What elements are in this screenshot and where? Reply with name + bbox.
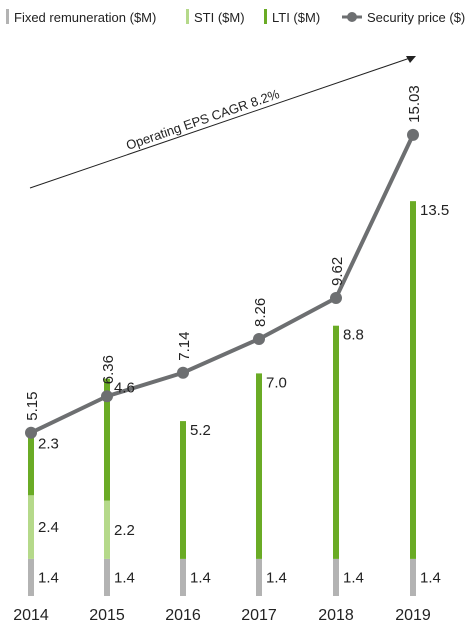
bar-label-2015-s0: 1.4 — [114, 569, 135, 586]
price-label-2018: 9.62 — [329, 257, 346, 286]
legend-label-1: STI ($M) — [194, 10, 245, 25]
bar-2019-s0 — [410, 558, 416, 596]
bar-2018-s2 — [333, 325, 339, 559]
bar-2016-s2 — [180, 421, 186, 559]
x-tick-2014: 2014 — [13, 607, 49, 624]
bar-label-2017-s2: 7.0 — [266, 374, 287, 391]
bar-2014-s0 — [28, 558, 34, 596]
price-label-2015: 6.36 — [100, 355, 117, 384]
price-point-2015 — [101, 390, 113, 403]
legend-label-0: Fixed remuneration ($M) — [14, 10, 156, 25]
bar-label-2015-s1: 2.2 — [114, 522, 135, 539]
x-tick-2018: 2018 — [318, 607, 354, 624]
bar-label-2019-s2: 13.5 — [420, 202, 449, 219]
bar-label-2017-s0: 1.4 — [266, 569, 287, 586]
price-point-2019 — [407, 128, 419, 141]
bars — [28, 201, 416, 596]
bar-2019-s2 — [410, 201, 416, 559]
bar-2015-s1 — [104, 500, 110, 559]
bar-2017-s0 — [256, 558, 262, 596]
bar-2017-s2 — [256, 373, 262, 559]
bar-label-2018-s0: 1.4 — [343, 569, 364, 586]
legend-label-2: LTI ($M) — [272, 10, 320, 25]
price-point-2016 — [177, 366, 189, 379]
bar-2014-s1 — [28, 495, 34, 559]
price-label-2014: 5.15 — [24, 392, 41, 421]
x-tick-2015: 2015 — [89, 607, 125, 624]
bar-2016-s0 — [180, 558, 186, 596]
bar-label-2016-s2: 5.2 — [190, 422, 211, 439]
security-price-line — [30, 133, 415, 435]
security-price-series: 5.15 6.36 7.14 8.26 9.62 15.03 — [24, 85, 423, 439]
x-tick-2019: 2019 — [395, 607, 431, 624]
legend: Fixed remuneration ($M) STI ($M) LTI ($M) S… — [6, 9, 465, 25]
eps-arrow-line — [29, 57, 411, 189]
bar-label-2014-s1: 2.4 — [38, 519, 59, 536]
x-tick-2016: 2016 — [165, 607, 201, 624]
bar-label-2016-s0: 1.4 — [190, 569, 211, 586]
eps-annotation-label: Operating EPS CAGR 8.2% — [124, 86, 282, 153]
eps-arrow-head — [406, 56, 416, 63]
price-label-2017: 8.26 — [252, 298, 269, 327]
price-point-2018 — [330, 291, 342, 304]
price-label-2016: 7.14 — [176, 332, 193, 361]
bar-label-2014-s2: 2.3 — [38, 435, 59, 452]
bar-label-2019-s0: 1.4 — [420, 569, 441, 586]
bar-2015-s0 — [104, 558, 110, 596]
legend-swatch-2 — [264, 9, 267, 24]
bar-label-2014-s0: 1.4 — [38, 569, 59, 586]
bar-label-2018-s2: 8.8 — [343, 327, 364, 344]
x-tick-2017: 2017 — [241, 607, 277, 624]
x-axis: 2014 2015 2016 2017 2018 2019 — [13, 607, 431, 624]
price-point-2017 — [253, 332, 265, 345]
legend-swatch-0 — [6, 9, 9, 24]
price-point-2014 — [25, 426, 37, 439]
price-label-2019: 15.03 — [406, 85, 423, 123]
eps-annotation: Operating EPS CAGR 8.2% — [29, 56, 416, 189]
bar-labels: 1.4 2.4 2.3 1.4 2.2 4.6 1.4 5.2 1.4 7.0 1.4 8.8 1.4 1… — [38, 202, 449, 586]
legend-swatch-1 — [186, 9, 189, 24]
bar-2018-s0 — [333, 558, 339, 596]
legend-marker-3 — [347, 12, 357, 22]
bar-label-2015-s2: 4.6 — [114, 380, 135, 397]
bar-2015-s2 — [104, 378, 110, 501]
bar-2014-s2 — [28, 434, 34, 496]
legend-label-3: Security price ($) — [367, 10, 465, 25]
